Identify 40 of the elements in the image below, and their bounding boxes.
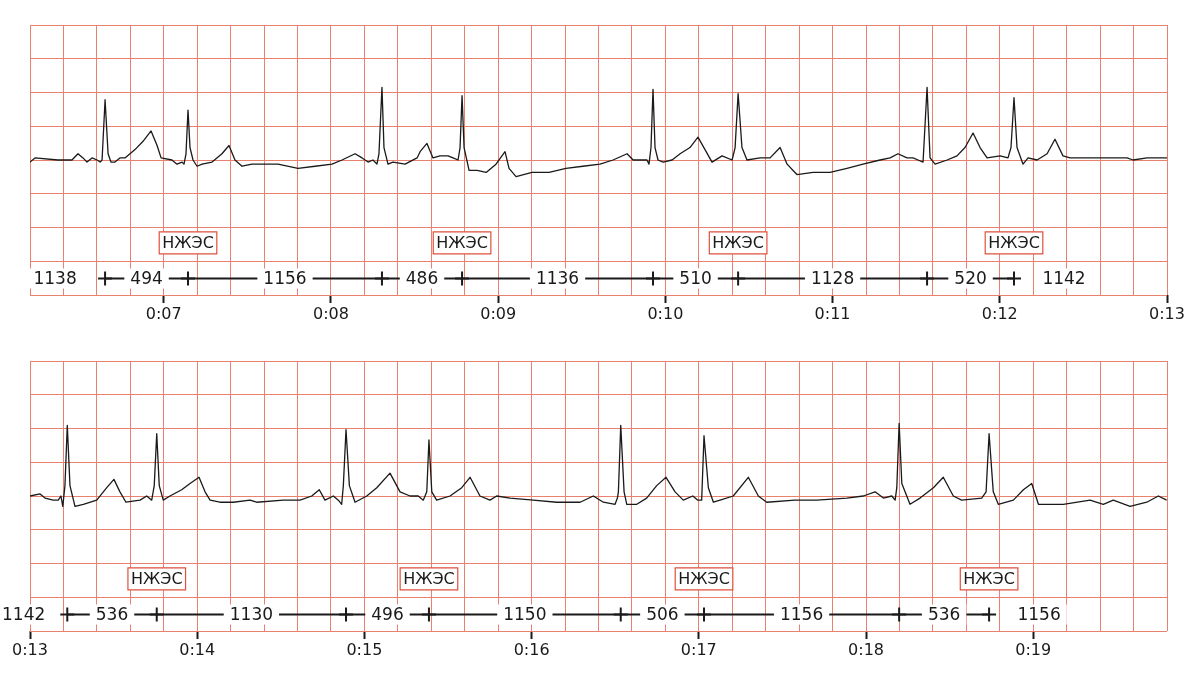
annotation: 536 — [927, 603, 961, 624]
annotation: НЖЭС — [963, 569, 1015, 589]
annotation: 536 — [95, 603, 129, 624]
x-tick-label: 0:10 — [647, 303, 684, 323]
x-tick-label: 0:16 — [513, 639, 550, 659]
annotation: НЖЭС — [130, 569, 183, 589]
x-tick-label: 0:11 — [814, 303, 851, 323]
annotation: 1136 — [535, 267, 580, 288]
annotation: 494 — [130, 267, 163, 288]
annotation: НЖЭС — [988, 233, 1040, 253]
x-tick-label: 0:14 — [179, 639, 216, 659]
annotation: 1156 — [779, 603, 824, 624]
annotation: 510 — [679, 267, 712, 288]
annotation: 1130 — [229, 603, 274, 624]
x-tick-label: 0:18 — [848, 639, 884, 659]
annotation: 506 — [646, 603, 679, 624]
annotation: 1128 — [810, 267, 855, 288]
annotation: 1156 — [1017, 603, 1061, 624]
annotation: НЖЭС — [678, 569, 730, 589]
annotation: 486 — [405, 267, 439, 288]
x-tick-label: 0:12 — [981, 303, 1018, 323]
annotation: НЖЭС — [436, 233, 488, 253]
annotation: 496 — [371, 603, 404, 624]
annotation: 520 — [954, 267, 987, 288]
x-tick-label: 0:09 — [480, 303, 517, 323]
x-tick-label: 0:15 — [346, 639, 383, 659]
x-tick-label: 0:19 — [1015, 639, 1052, 659]
x-tick-label: 0:13 — [1149, 303, 1185, 323]
annotation: 1150 — [503, 603, 547, 624]
x-tick-label: 0:08 — [313, 303, 349, 323]
x-tick-label: 0:13 — [12, 639, 48, 659]
annotation: НЖЭС — [712, 233, 764, 253]
annotation: 1142 — [2, 603, 46, 624]
annotation: 1138 — [33, 267, 77, 288]
x-tick-label: 0:07 — [145, 303, 182, 323]
annotation: НЖЭС — [403, 569, 455, 589]
annotation: НЖЭС — [162, 233, 214, 253]
annotation: 1142 — [1042, 267, 1086, 288]
x-tick-label: 0:17 — [680, 639, 717, 659]
annotation: 1156 — [263, 267, 307, 288]
